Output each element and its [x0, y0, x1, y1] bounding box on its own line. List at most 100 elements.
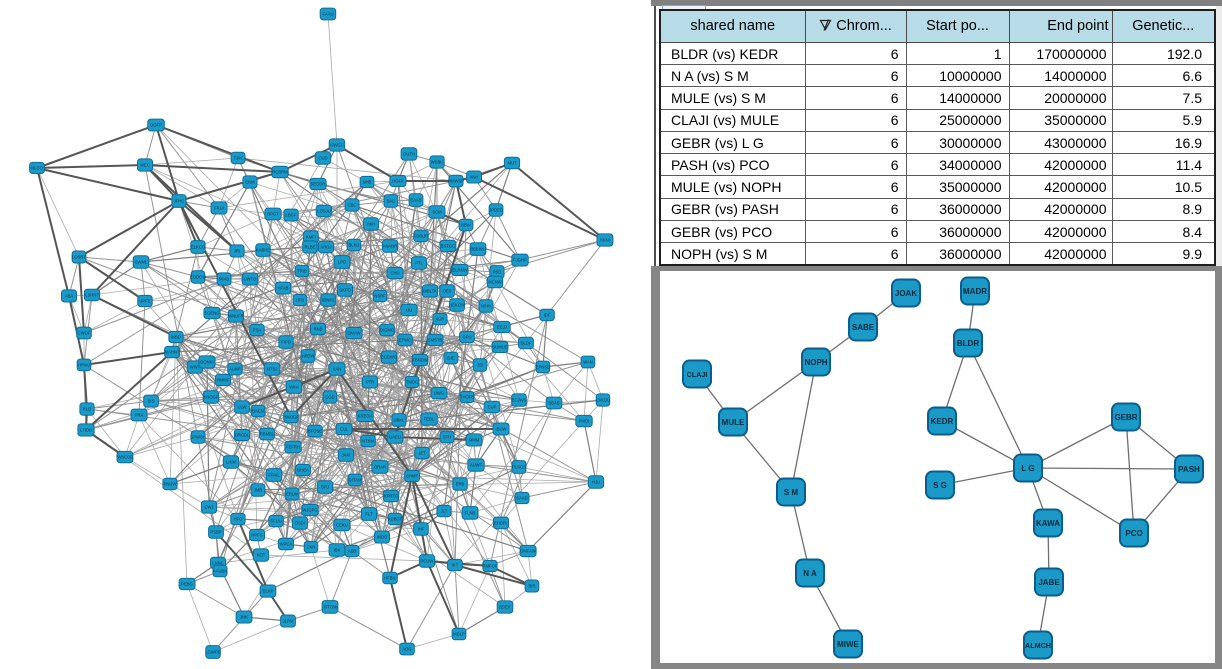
svg-text:HJU: HJU [592, 480, 600, 485]
svg-text:FDBUR: FDBUR [414, 234, 428, 239]
svg-text:IBK: IBK [334, 548, 341, 553]
svg-text:LOSJU: LOSJU [317, 209, 331, 214]
svg-text:KAWA: KAWA [1036, 519, 1060, 528]
svg-text:SGENG: SGENG [204, 311, 219, 316]
svg-text:HPDW: HPDW [302, 354, 315, 359]
svg-text:UWG: UWG [434, 391, 444, 396]
svg-text:WBD: WBD [171, 335, 181, 340]
svg-text:PSD: PSD [493, 270, 502, 275]
svg-text:ARGJ: ARGJ [320, 245, 331, 250]
svg-text:SUMUE: SUMUE [492, 345, 507, 350]
svg-text:LOSRT: LOSRT [72, 255, 86, 260]
svg-text:OUTH: OUTH [403, 152, 415, 157]
svg-text:BBBWU: BBBWU [470, 247, 485, 252]
svg-text:S G: S G [933, 481, 947, 490]
svg-text:CEKU: CEKU [336, 523, 348, 528]
svg-text:WBLTK: WBLTK [423, 289, 437, 294]
svg-text:JLPM: JLPM [283, 619, 294, 624]
svg-text:BSTGC: BSTGC [441, 244, 455, 249]
svg-text:AOG: AOG [402, 647, 411, 652]
svg-text:DLKP: DLKP [263, 589, 274, 594]
svg-text:ORAR: ORAR [374, 465, 386, 470]
svg-text:BIR: BIR [529, 584, 536, 589]
svg-text:UBKL: UBKL [394, 418, 406, 423]
svg-text:STH: STH [443, 435, 451, 440]
svg-text:CWOF: CWOF [78, 331, 91, 336]
svg-text:JRI: JRI [234, 249, 240, 254]
svg-text:FBNDW: FBNDW [412, 358, 427, 363]
svg-text:RBMBL: RBMBL [260, 432, 275, 437]
svg-text:JSI: JSI [477, 363, 483, 368]
svg-text:AUNR: AUNR [229, 367, 241, 372]
svg-text:THOFB: THOFB [460, 395, 474, 400]
svg-text:PASH: PASH [1178, 465, 1200, 474]
svg-text:BJE: BJE [447, 356, 455, 361]
svg-text:ERLW: ERLW [286, 492, 298, 497]
svg-text:SCM: SCM [432, 210, 442, 215]
svg-text:UPFE: UPFE [139, 299, 150, 304]
svg-text:KABHE: KABHE [256, 248, 270, 253]
svg-text:ABA: ABA [65, 294, 74, 299]
svg-text:HFAB: HFAB [278, 286, 289, 291]
svg-text:KEDR: KEDR [931, 417, 954, 426]
svg-text:BLDR: BLDR [957, 339, 979, 348]
svg-text:DLDF: DLDF [521, 341, 532, 346]
svg-text:WNUFR: WNUFR [228, 314, 244, 319]
svg-text:HFBIL: HFBIL [384, 576, 397, 581]
svg-text:JMB: JMB [254, 488, 263, 493]
svg-text:CGBWO: CGBWO [381, 355, 398, 360]
svg-text:HPFS: HPFS [251, 533, 262, 538]
svg-text:LHIM: LHIM [226, 460, 237, 465]
svg-text:DSDI: DSDI [295, 521, 305, 526]
svg-text:EAAB: EAAB [410, 198, 421, 203]
svg-text:FEFRH: FEFRH [286, 445, 300, 450]
svg-text:NHB: NHB [363, 180, 372, 185]
svg-text:BBW: BBW [461, 223, 471, 228]
svg-text:GPWSH: GPWSH [190, 435, 206, 440]
svg-text:SAAD: SAAD [516, 496, 527, 501]
svg-text:PSBP: PSBP [210, 530, 221, 535]
svg-text:ANH: ANH [470, 175, 479, 180]
svg-text:LGWPD: LGWPD [205, 650, 220, 655]
svg-text:CUL: CUL [340, 427, 349, 432]
svg-text:MMM: MMM [469, 438, 480, 443]
svg-text:OES: OES [443, 289, 452, 294]
svg-text:N A: N A [803, 569, 817, 578]
svg-text:KPRTG: KPRTG [384, 494, 398, 499]
svg-text:AUWT: AUWT [470, 463, 483, 468]
svg-text:SWML: SWML [135, 260, 148, 265]
svg-text:BFOSE: BFOSE [308, 429, 322, 434]
svg-text:MADR: MADR [963, 287, 987, 296]
svg-text:JAKI: JAKI [342, 453, 351, 458]
svg-text:HMWSP: HMWSP [448, 179, 464, 184]
svg-text:SEODR: SEODR [311, 182, 326, 187]
svg-text:MIWE: MIWE [837, 640, 859, 649]
svg-text:UWTO: UWTO [244, 277, 257, 282]
svg-text:MCNW: MCNW [488, 280, 502, 285]
svg-text:TJIH: TJIH [234, 156, 243, 161]
svg-text:WNOJS: WNOJS [117, 455, 132, 460]
svg-text:JABE: JABE [1038, 578, 1060, 587]
svg-text:CUD: CUD [318, 156, 327, 161]
svg-text:JFHC: JFHC [174, 199, 185, 204]
svg-text:CLAJI: CLAJI [687, 370, 708, 379]
svg-text:FLNB: FLNB [465, 511, 476, 516]
svg-text:MDLP: MDLP [453, 632, 465, 637]
svg-text:NIHH: NIHH [481, 304, 491, 309]
svg-text:FJGHP: FJGHP [513, 258, 527, 263]
svg-text:HEKOW: HEKOW [449, 303, 465, 308]
svg-text:SFUU: SFUU [270, 519, 281, 524]
svg-text:NTKM: NTKM [362, 439, 374, 444]
svg-text:UOFP: UOFP [150, 123, 162, 128]
svg-text:SKFO: SKFO [339, 288, 351, 293]
svg-text:DONKI: DONKI [200, 360, 213, 365]
svg-text:HGFK: HGFK [392, 179, 404, 184]
svg-text:JET: JET [418, 451, 426, 456]
svg-text:KAN: KAN [333, 367, 342, 372]
svg-text:CMJJU: CMJJU [596, 398, 610, 403]
svg-text:TRID: TRID [297, 269, 307, 274]
svg-text:HKH: HKH [367, 222, 376, 227]
svg-text:JOAK: JOAK [895, 289, 917, 298]
svg-text:NOPH: NOPH [804, 358, 827, 367]
svg-text:ANANR: ANANR [383, 244, 398, 249]
